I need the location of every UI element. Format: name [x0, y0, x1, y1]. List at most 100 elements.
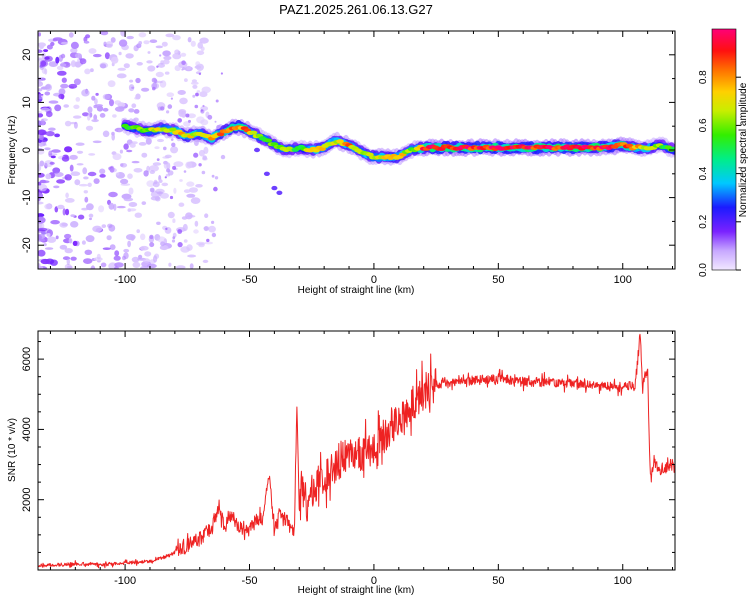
- y-tick-label: 2000: [21, 487, 33, 511]
- noise-blob: [46, 44, 53, 50]
- noise-blob: [81, 89, 90, 97]
- noise-blob: [165, 33, 175, 38]
- secondary-branch-point: [276, 190, 283, 195]
- noise-blob: [151, 77, 157, 83]
- noise-blob: [45, 131, 55, 137]
- noise-blob: [94, 98, 98, 105]
- x-tick-label: -50: [242, 575, 258, 587]
- noise-blob: [39, 59, 49, 68]
- noise-blob: [211, 232, 217, 238]
- x-tick-label: 50: [492, 274, 504, 286]
- noise-blob: [55, 235, 59, 240]
- noise-blob: [215, 99, 219, 103]
- noise-blob: [182, 223, 188, 232]
- noise-blob: [56, 65, 64, 71]
- noise-blob: [87, 113, 91, 121]
- noise-blob: [184, 78, 188, 82]
- noise-blob: [118, 51, 122, 56]
- noise-blob: [123, 63, 130, 69]
- noise-blob: [174, 49, 180, 55]
- noise-blob: [109, 165, 115, 173]
- noise-blob: [40, 258, 50, 265]
- x-tick-label: 0: [371, 274, 377, 286]
- noise-blob: [126, 234, 136, 241]
- noise-blob: [149, 39, 158, 43]
- noise-blob: [173, 161, 184, 167]
- noise-blob: [167, 211, 175, 219]
- noise-blob: [136, 62, 143, 66]
- x-tick-label: 0: [371, 575, 377, 587]
- y-tick-label: 10: [21, 96, 33, 108]
- noise-blob: [44, 147, 51, 151]
- noise-blob: [147, 65, 156, 72]
- noise-blob: [60, 63, 67, 67]
- noise-blob: [48, 61, 58, 67]
- noise-blob: [112, 153, 122, 161]
- noise-blob: [154, 146, 160, 150]
- noise-blob: [38, 184, 48, 192]
- noise-blob: [39, 133, 44, 141]
- noise-blob: [90, 68, 94, 73]
- noise-blob: [82, 112, 89, 117]
- noise-blob: [93, 114, 98, 121]
- noise-blob: [166, 92, 175, 97]
- noise-blob: [50, 155, 56, 159]
- noise-blob: [166, 110, 170, 114]
- noise-blob: [128, 108, 135, 113]
- noise-blob: [111, 56, 119, 64]
- noise-blob: [159, 245, 169, 251]
- noise-blob: [183, 189, 191, 194]
- noise-blob: [171, 239, 176, 243]
- noise-blob: [157, 236, 166, 243]
- noise-blob: [66, 258, 71, 266]
- noise-blob: [163, 160, 168, 165]
- noise-blob: [143, 170, 149, 177]
- y-tick-label: 0: [21, 147, 33, 153]
- noise-blob: [155, 80, 163, 84]
- noise-blob: [211, 220, 215, 224]
- noise-blob: [92, 140, 102, 144]
- noise-blob: [83, 40, 90, 44]
- noise-blob: [114, 266, 119, 269]
- noise-blob: [155, 45, 163, 49]
- noise-blob: [49, 161, 55, 165]
- noise-blob: [103, 41, 107, 47]
- noise-blob: [220, 154, 226, 160]
- noise-blob: [164, 154, 172, 159]
- noise-blob: [68, 32, 74, 38]
- snr-y-label: SNR (10 * v/v): [7, 418, 18, 482]
- noise-blob: [141, 152, 148, 158]
- noise-blob: [186, 193, 196, 198]
- noise-blob: [88, 213, 94, 218]
- noise-blob: [131, 256, 140, 263]
- noise-blob: [118, 129, 122, 133]
- noise-blob: [197, 42, 203, 49]
- noise-blob: [73, 121, 78, 129]
- snr-x-label: Height of straight line (km): [298, 585, 415, 596]
- noise-blob: [138, 41, 143, 45]
- secondary-branch-point: [254, 147, 260, 153]
- noise-blob: [160, 241, 165, 247]
- noise-blob: [59, 222, 68, 228]
- noise-blob: [101, 224, 107, 229]
- noise-blob: [38, 42, 46, 47]
- noise-blob: [58, 88, 66, 95]
- noise-blob: [76, 163, 84, 166]
- noise-blob: [44, 56, 50, 60]
- noise-blob: [87, 171, 97, 177]
- colorbar: 0.0 0.2 0.4 0.6 0.8 Normalized spectral ampl…: [698, 28, 749, 277]
- noise-blob: [74, 61, 82, 68]
- noise-blob: [38, 129, 47, 136]
- noise-blob: [116, 73, 127, 79]
- noise-blob: [202, 259, 209, 263]
- noise-blob: [108, 202, 115, 210]
- noise-blob: [116, 205, 126, 209]
- noise-blob: [114, 262, 124, 268]
- noise-blob: [177, 242, 183, 248]
- noise-blob: [149, 165, 159, 172]
- noise-blob: [43, 243, 47, 247]
- noise-blob: [131, 103, 137, 108]
- noise-blob: [126, 35, 134, 40]
- y-tick-label: 20: [21, 49, 33, 61]
- noise-blob: [102, 107, 109, 112]
